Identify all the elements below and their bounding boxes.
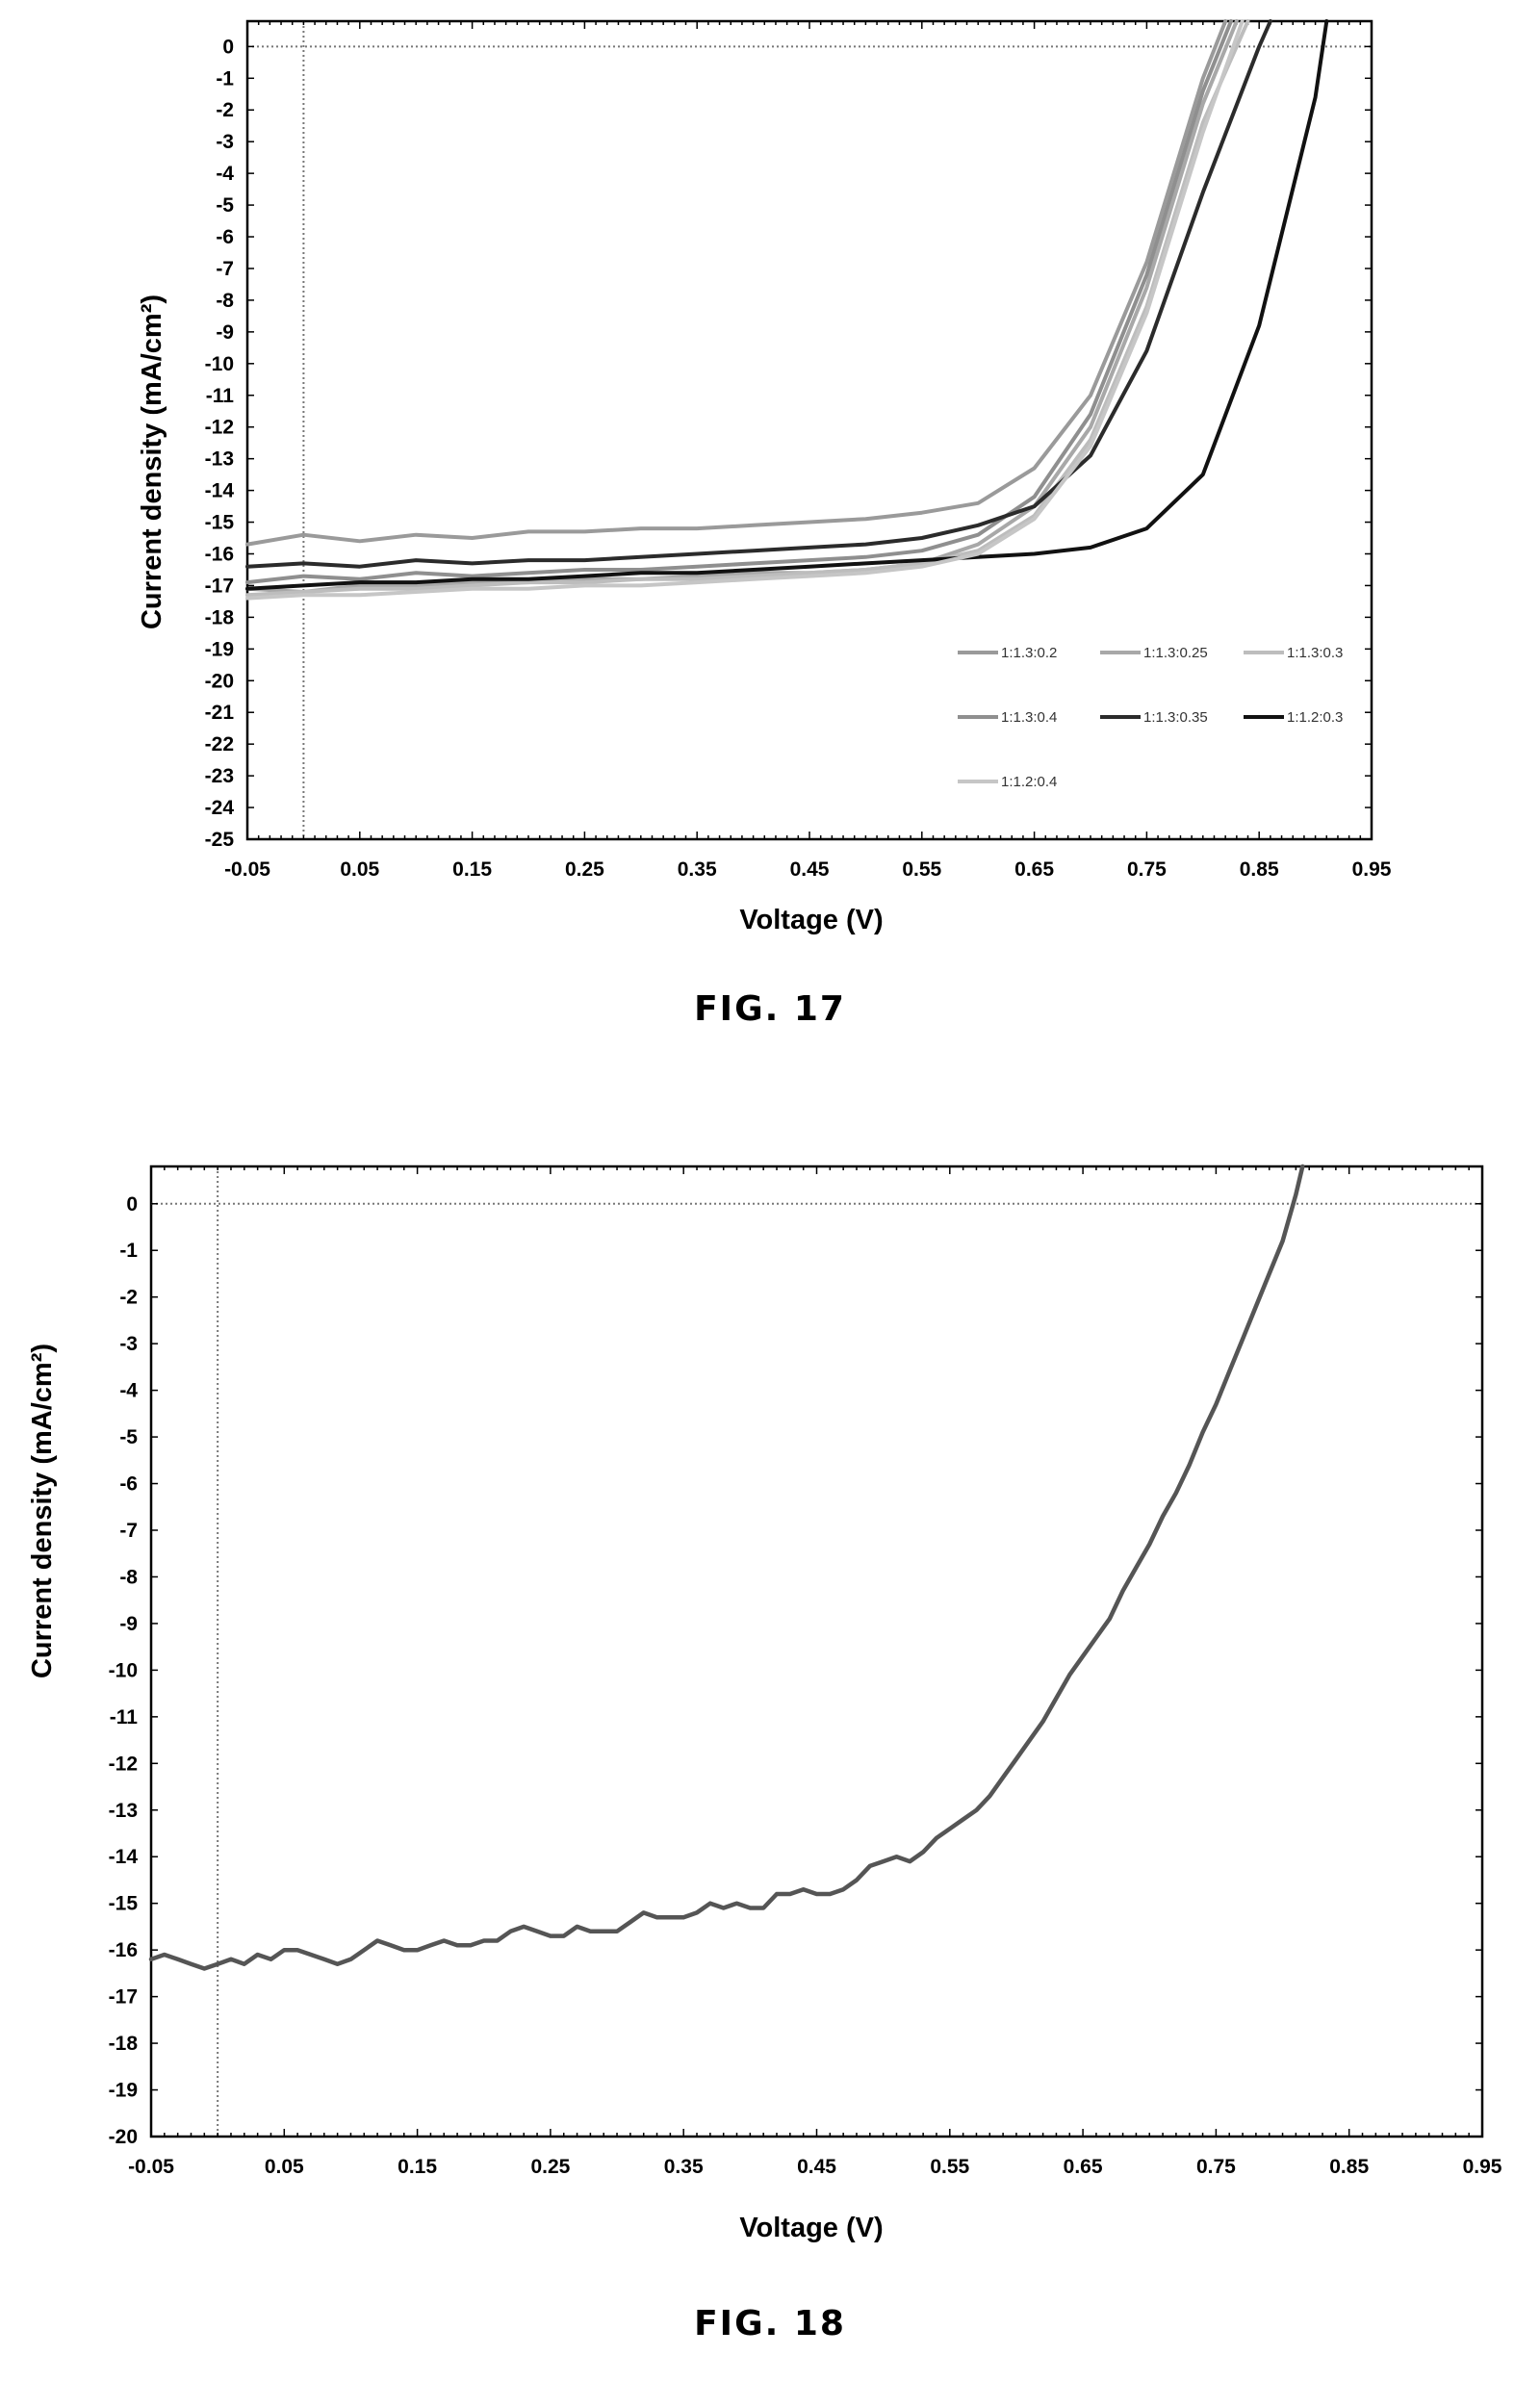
y-tick-label: -16 xyxy=(205,543,234,565)
y-tick-label: -15 xyxy=(205,512,235,534)
x-axis-title: Voltage (V) xyxy=(739,905,883,935)
series-line-1 xyxy=(148,1164,1305,1971)
legend-label: 1:1.2:0.4 xyxy=(1001,774,1057,790)
y-tick-label: -3 xyxy=(216,131,234,153)
y-tick-label: -18 xyxy=(205,606,235,628)
x-tick-label: 0.25 xyxy=(565,858,604,881)
y-tick-label: -24 xyxy=(205,797,235,819)
x-tick-label: 0.75 xyxy=(1196,2156,1236,2178)
x-tick-label: 0.85 xyxy=(1329,2156,1369,2178)
y-tick-label: -14 xyxy=(205,480,235,502)
x-tick-label: 0.65 xyxy=(1064,2156,1103,2178)
series-line-7 xyxy=(245,19,1245,601)
y-tick-label: -8 xyxy=(119,1566,138,1588)
y-tick-label: -2 xyxy=(119,1287,138,1309)
y-axis-title: Current density (mA/cm²) xyxy=(27,1344,58,1678)
legend-label: 1:1.3:0.2 xyxy=(1001,645,1057,661)
series-line-1 xyxy=(245,19,1228,547)
y-tick-label: -22 xyxy=(205,733,234,755)
y-tick-label: -20 xyxy=(205,670,234,692)
x-tick-label: 0.35 xyxy=(678,858,717,881)
y-tick-label: -3 xyxy=(119,1333,138,1355)
chart-fig18: -0.05 0.05 0.15 0.25 0.35 0.45 0.55 0.65 0.75 0.8… xyxy=(27,1164,1502,2343)
y-axis-title: Current density (mA/cm²) xyxy=(137,294,167,629)
y-tick-label: -5 xyxy=(119,1426,138,1448)
legend-label: 1:1.3:0.3 xyxy=(1287,645,1343,661)
y-tick-label: -9 xyxy=(119,1613,138,1635)
x-axis-title: Voltage (V) xyxy=(739,2213,883,2243)
figure-caption: FIG. 18 xyxy=(694,2304,846,2343)
y-tick-label: -10 xyxy=(205,353,234,375)
y-tick-label: -8 xyxy=(216,290,234,312)
y-tick-label: -12 xyxy=(205,417,234,439)
x-tick-label: 0.05 xyxy=(265,2156,304,2178)
y-tick-label: -1 xyxy=(216,67,234,90)
x-tick-label: 0.55 xyxy=(930,2156,969,2178)
y-tick-label: -17 xyxy=(205,575,234,597)
y-tick-label: -11 xyxy=(110,1706,139,1728)
x-tick-label: 0.85 xyxy=(1240,858,1279,881)
x-tick-label: -0.05 xyxy=(128,2156,174,2178)
y-tick-label: -18 xyxy=(109,2033,139,2055)
y-tick-label: -23 xyxy=(205,765,234,787)
figure-caption: FIG. 17 xyxy=(694,989,846,1029)
y-tick-label: -17 xyxy=(109,1986,138,2009)
y-tick-label: -21 xyxy=(205,702,235,724)
x-tick-label: 0.35 xyxy=(664,2156,704,2178)
chart-fig17: -0.05 0.05 0.15 0.25 0.35 0.45 0.55 0.65 0.75 0.8… xyxy=(137,19,1392,1029)
y-tick-label: -13 xyxy=(205,448,234,471)
x-tick-label: 0.45 xyxy=(797,2156,836,2178)
y-tick-label: -7 xyxy=(119,1520,138,1542)
y-tick-label: -4 xyxy=(119,1380,138,1402)
y-tick-label: -6 xyxy=(119,1473,138,1496)
x-tick-label: 0.55 xyxy=(902,858,941,881)
y-tick-label: -10 xyxy=(109,1659,138,1681)
y-tick-label: -19 xyxy=(205,638,234,660)
y-tick-label: -1 xyxy=(119,1240,138,1262)
y-tick-label: -5 xyxy=(216,194,234,217)
y-tick-label: -12 xyxy=(109,1753,138,1775)
series-line-6 xyxy=(245,19,1329,591)
y-tick-label: -20 xyxy=(109,2126,138,2148)
y-tick-label: -6 xyxy=(216,226,234,248)
x-tick-label: 0.15 xyxy=(452,858,492,881)
x-tick-label: 0.65 xyxy=(1014,858,1054,881)
x-tick-label: 0.15 xyxy=(398,2156,437,2178)
y-tick-label: -25 xyxy=(205,829,235,851)
legend: 1:1.3:0.2 1:1.3:0.25 1:1.3:0.3 1:1.3:0.4 1:1… xyxy=(958,645,1343,790)
x-tick-label: 0.95 xyxy=(1463,2156,1502,2178)
x-tick-label: 0.05 xyxy=(340,858,379,881)
y-tick-label: -2 xyxy=(216,99,234,121)
x-tick-label: 0.25 xyxy=(530,2156,570,2178)
y-tick-label: -9 xyxy=(216,321,234,344)
series-line-4 xyxy=(245,19,1233,585)
y-tick-label: -19 xyxy=(109,2080,138,2102)
y-tick-label: -4 xyxy=(216,163,234,185)
legend-label: 1:1.3:0.25 xyxy=(1143,645,1208,661)
y-tick-label: -16 xyxy=(109,1939,138,1961)
y-tick-label: -11 xyxy=(206,385,235,407)
y-tick-label: -14 xyxy=(109,1846,139,1868)
x-tick-label: 0.95 xyxy=(1352,858,1392,881)
plot-frame xyxy=(149,1165,1484,2138)
x-tick-label: -0.05 xyxy=(224,858,270,881)
x-tick-label: 0.45 xyxy=(790,858,830,881)
y-tick-label: -15 xyxy=(109,1893,139,1915)
legend-label: 1:1.3:0.35 xyxy=(1143,709,1208,726)
legend-label: 1:1.2:0.3 xyxy=(1287,709,1343,726)
y-tick-label: -13 xyxy=(109,1800,138,1822)
x-tick-label: 0.75 xyxy=(1127,858,1167,881)
legend-label: 1:1.3:0.4 xyxy=(1001,709,1057,726)
y-tick-label: 0 xyxy=(222,36,234,58)
y-tick-label: 0 xyxy=(126,1193,138,1216)
series-line-3 xyxy=(245,19,1250,598)
series-line-5 xyxy=(245,19,1272,569)
y-tick-label: -7 xyxy=(216,258,234,280)
series-line-2 xyxy=(245,19,1239,594)
